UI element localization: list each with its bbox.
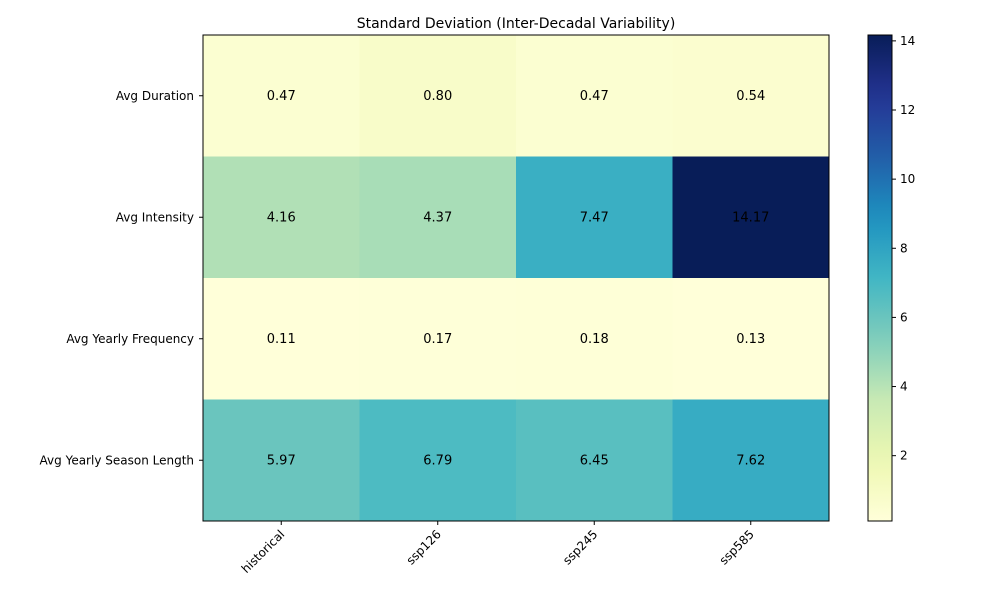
chart-title: Standard Deviation (Inter-Decadal Variab… (357, 16, 676, 32)
cell-value-label: 0.17 (423, 332, 452, 347)
cell-value-label: 5.97 (267, 453, 296, 468)
plot-frame (202, 34, 830, 522)
heatmap-cell-avg-intensity-ssp245 (516, 156, 673, 279)
colorbar-tick-label: 10 (900, 172, 915, 186)
colorbar-tick-label: 14 (900, 34, 915, 48)
heatmap-cell-avg-yearly-frequency-ssp585 (672, 278, 830, 400)
heatmap-cell-avg-duration-historical (203, 35, 360, 157)
cell-value-label: 7.62 (736, 453, 765, 468)
heatmap-cell-avg-intensity-historical (203, 156, 360, 279)
cell-value-label: 0.13 (736, 332, 765, 347)
heatmap-cell-avg-yearly-frequency-ssp245 (516, 278, 673, 400)
heatmap-cell-avg-duration-ssp245 (516, 35, 673, 157)
heatmap-cell-avg-yearly-season-length-ssp585 (672, 399, 830, 522)
colorbar-tick-label: 4 (900, 380, 908, 394)
cell-value-label: 0.47 (580, 89, 609, 104)
y-tick-label: Avg Yearly Season Length (40, 453, 194, 467)
cell-value-label: 0.80 (423, 89, 452, 104)
cell-value-label: 6.45 (580, 453, 609, 468)
heatmap-cell-avg-duration-ssp585 (672, 35, 830, 157)
cell-value-label: 0.47 (267, 89, 296, 104)
cell-value-label: 4.16 (267, 210, 296, 225)
cell-value-label: 0.18 (580, 332, 609, 347)
heatmap-cell-avg-intensity-ssp126 (359, 156, 517, 279)
colorbar-tick-label: 6 (900, 310, 908, 324)
colorbar-tick-label: 2 (900, 449, 908, 463)
heatmap-cell-avg-yearly-frequency-historical (203, 278, 360, 400)
cell-value-label: 0.54 (736, 89, 765, 104)
y-tick-label: Avg Duration (116, 89, 194, 103)
heatmap-cell-avg-yearly-season-length-ssp245 (516, 399, 673, 522)
colorbar-tick-label: 12 (900, 103, 915, 117)
heatmap-cell-avg-yearly-frequency-ssp126 (359, 278, 517, 400)
cell-value-label: 4.37 (423, 210, 452, 225)
y-tick-label: Avg Intensity (116, 210, 194, 224)
heatmap-cell-avg-yearly-season-length-historical (203, 399, 360, 522)
colorbar (867, 34, 893, 522)
cell-value-label: 7.47 (580, 210, 609, 225)
x-tick-label: ssp126 (404, 527, 444, 567)
x-tick-label: historical (239, 527, 288, 576)
heatmap-cell-avg-yearly-season-length-ssp126 (359, 399, 517, 522)
x-tick-label: ssp245 (560, 527, 600, 567)
y-tick-label: Avg Yearly Frequency (66, 332, 194, 346)
x-tick-label: ssp585 (717, 527, 757, 567)
cell-value-label: 0.11 (267, 332, 296, 347)
heatmap-cell-avg-intensity-ssp585 (672, 156, 830, 279)
colorbar-tick-label: 8 (900, 241, 908, 255)
cell-value-label: 14.17 (732, 210, 769, 225)
cell-value-label: 6.79 (423, 453, 452, 468)
heatmap-cell-avg-duration-ssp126 (359, 35, 517, 157)
